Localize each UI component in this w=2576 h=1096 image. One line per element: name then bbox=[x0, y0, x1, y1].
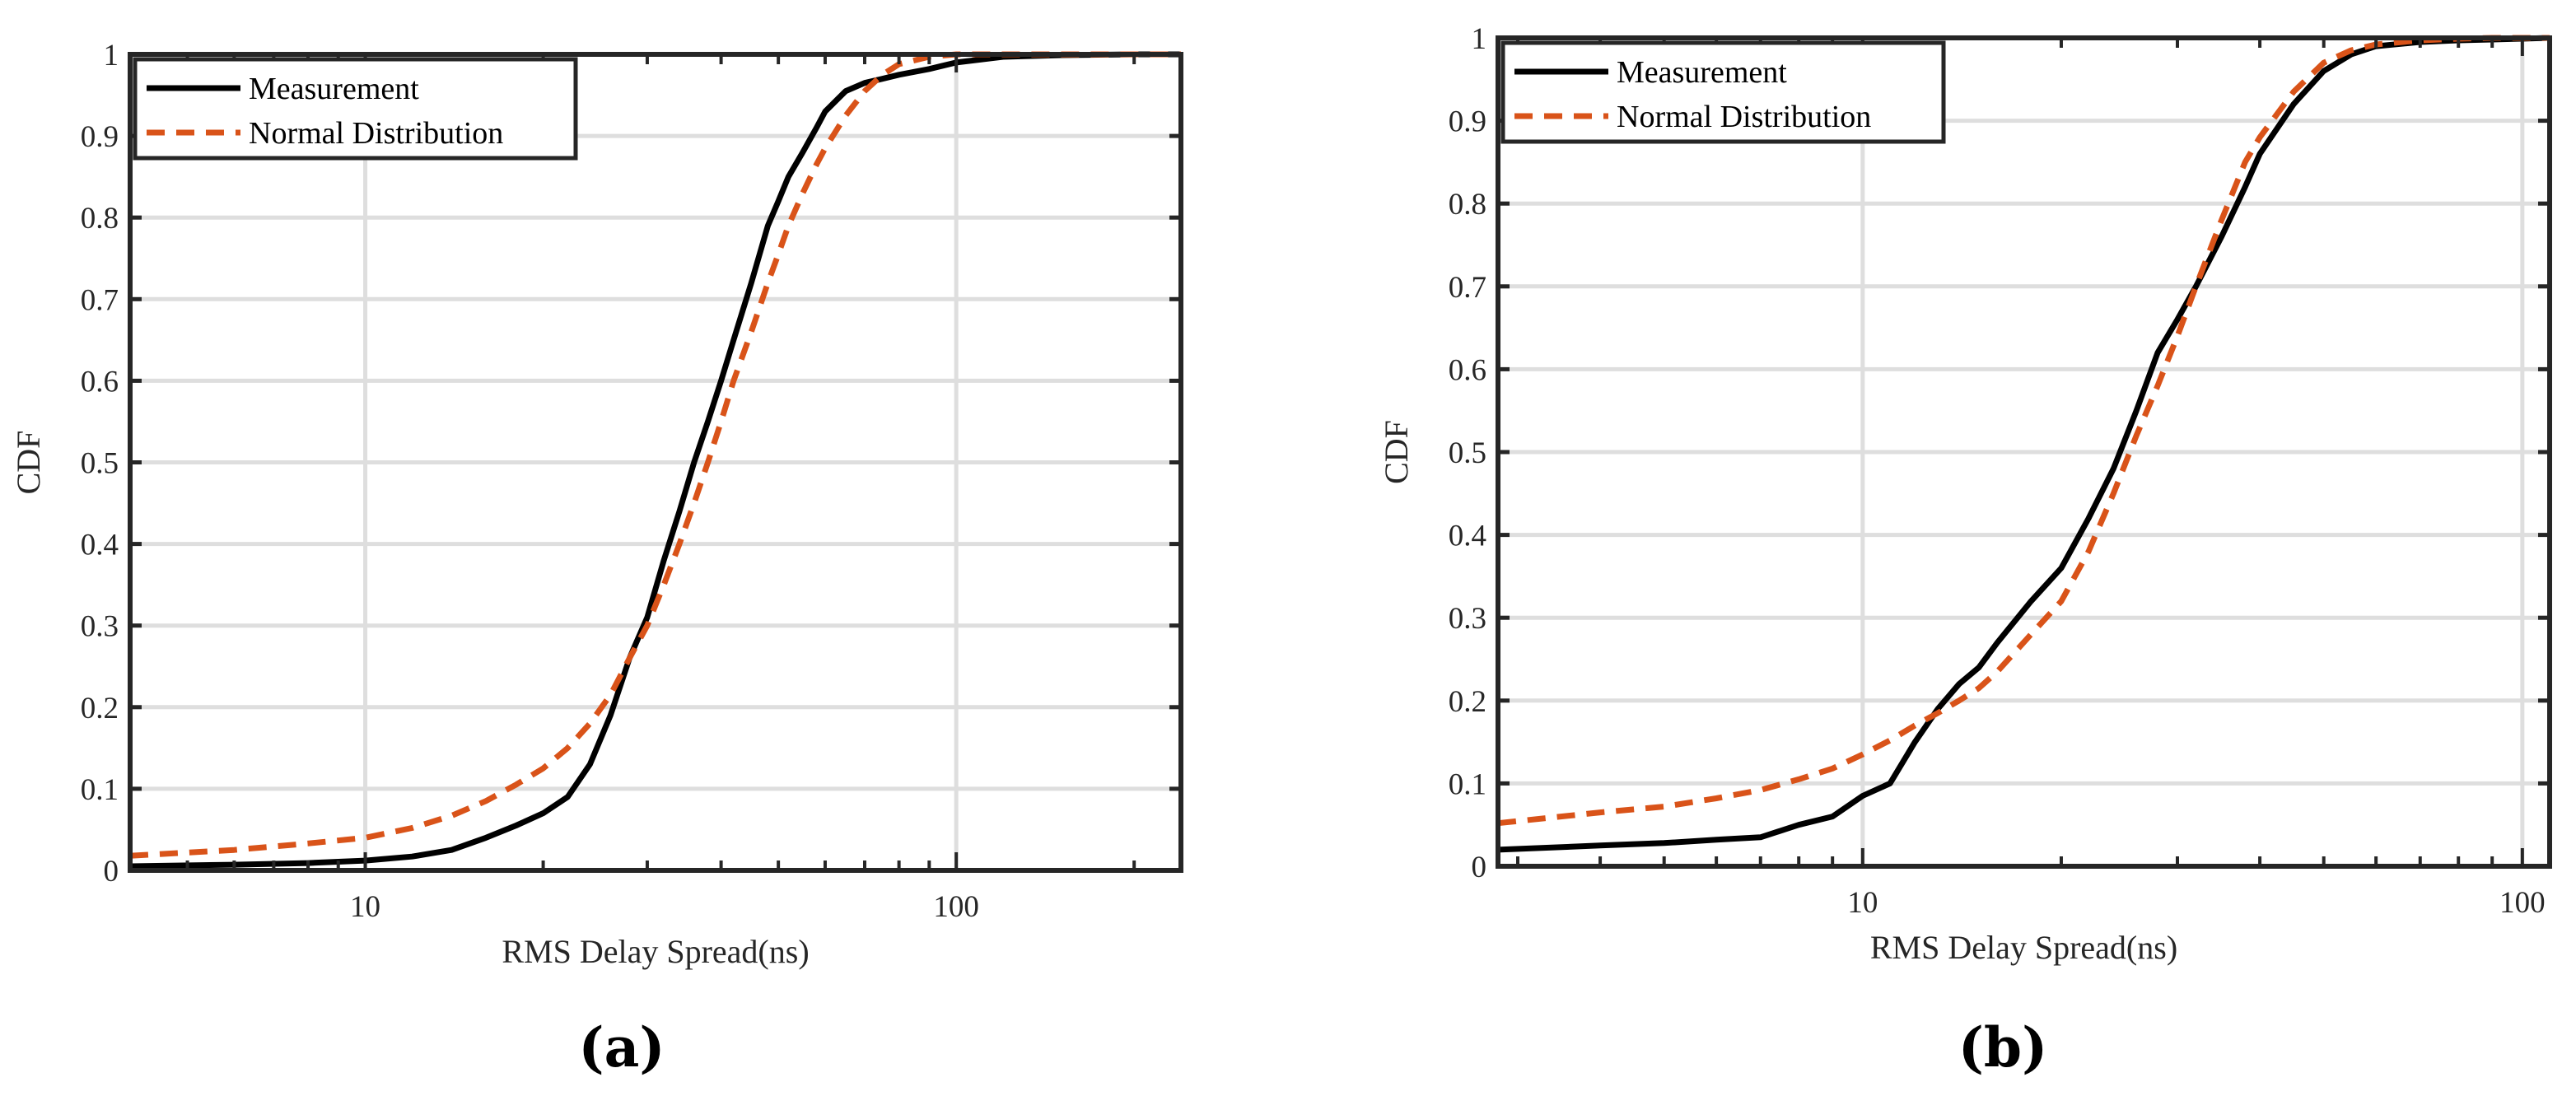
x-tick-label: 10 bbox=[1847, 886, 1878, 920]
panel-label: (b) bbox=[1958, 1015, 2048, 1080]
y-tick-label: 0.2 bbox=[81, 692, 119, 725]
legend-label: Measurement bbox=[249, 72, 419, 106]
legend-box bbox=[133, 57, 578, 161]
y-tick-label: 0.6 bbox=[81, 365, 119, 399]
normal-distribution-line bbox=[1497, 35, 2550, 827]
legend: Measurement Normal Distribution bbox=[1500, 40, 1946, 144]
y-tick-label: 0.8 bbox=[1449, 188, 1486, 222]
y-tick-label: 0 bbox=[104, 855, 119, 888]
grid bbox=[130, 54, 1181, 870]
y-tick-label: 0.7 bbox=[1449, 271, 1486, 305]
x-axis-title: RMS Delay Spread(ns) bbox=[502, 933, 809, 970]
x-tick-label: 100 bbox=[2499, 886, 2546, 920]
y-axis-title: CDF bbox=[10, 431, 47, 495]
legend: Measurement Normal Distribution bbox=[133, 57, 578, 161]
y-tick-label: 1 bbox=[104, 39, 119, 72]
y-tick-label: 0.2 bbox=[1449, 685, 1486, 719]
y-tick-label: 1 bbox=[1472, 22, 1487, 56]
measurement-line bbox=[129, 51, 1181, 870]
y-tick-label: 0.3 bbox=[81, 610, 119, 644]
legend-label: Normal Distribution bbox=[1617, 100, 1871, 134]
legend-label: Normal Distribution bbox=[249, 116, 503, 151]
x-axis-title: RMS Delay Spread(ns) bbox=[1870, 929, 2177, 966]
y-tick-label: 0.4 bbox=[1449, 520, 1486, 553]
chart-panel-b: 0 0.1 0.2 0.3 0.4 0.5 0.6 0.7 0.8 0.9 1 10 100 RMS De… bbox=[1378, 22, 2552, 1080]
y-tick-label: 0.6 bbox=[1449, 353, 1486, 387]
legend-box bbox=[1500, 40, 1946, 144]
y-tick-label: 0.3 bbox=[1449, 602, 1486, 636]
x-tick-label: 100 bbox=[933, 890, 979, 924]
y-tick-label: 0.5 bbox=[1449, 436, 1486, 470]
y-tick-label: 0.9 bbox=[1449, 105, 1486, 139]
legend-label: Measurement bbox=[1617, 55, 1787, 90]
y-tick-label: 0.8 bbox=[81, 202, 119, 236]
chart-panel-a: 0 0.1 0.2 0.3 0.4 0.5 0.6 0.7 0.8 0.9 1 10 100 RMS De… bbox=[10, 39, 1183, 1080]
grid bbox=[1498, 38, 2550, 866]
measurement-line bbox=[1497, 35, 2550, 853]
y-tick-label: 0.5 bbox=[81, 447, 119, 481]
normal-distribution-line bbox=[129, 51, 1181, 859]
panel-label: (a) bbox=[578, 1015, 665, 1080]
y-tick-label: 0.9 bbox=[81, 120, 119, 154]
y-tick-label: 0.4 bbox=[81, 529, 119, 562]
x-tick-label: 10 bbox=[350, 890, 380, 924]
y-tick-label: 0.1 bbox=[1449, 767, 1486, 801]
y-tick-label: 0.1 bbox=[81, 773, 119, 807]
y-axis-title: CDF bbox=[1378, 420, 1415, 484]
y-tick-label: 0 bbox=[1472, 851, 1487, 884]
y-tick-label: 0.7 bbox=[81, 283, 119, 317]
